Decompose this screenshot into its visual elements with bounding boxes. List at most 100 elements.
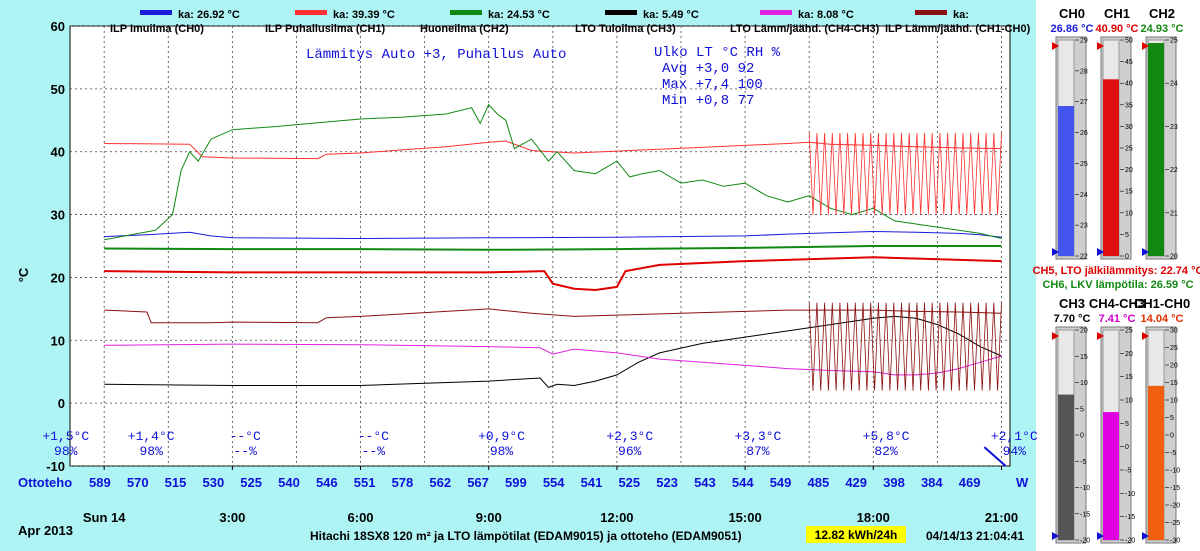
gauge-min-marker [1052,532,1059,540]
series-group [104,103,1002,391]
legend-ka: ka: [953,9,969,21]
gauge-tick-label: 27 [1080,99,1088,106]
gauge-tick-label: 25 [1125,328,1133,335]
ottoteho-value: 543 [694,475,716,490]
gauge-tick-label: 10 [1080,380,1088,387]
legend-label: LTO Lämm/jäähd. (CH4-CH3) [730,23,880,35]
ch1-oscillation [808,132,1002,215]
series-line-5 [104,315,1002,388]
gauge-tick-label: -20 [1170,503,1180,510]
gauge-tick-label: 23 [1080,223,1088,230]
gauge-tick-label: 15 [1125,189,1133,196]
weather-rh: 98% [54,444,78,459]
gauge-tick-label: 28 [1080,68,1088,75]
status-text: Lämmitys Auto +3, Puhallus Auto [306,47,566,63]
ottoteho-value: 549 [770,475,792,490]
ottoteho-value: 578 [392,475,414,490]
series-line-0 [104,230,1002,240]
gauge-title: CH0 [1059,6,1085,21]
gauge-tick-label: 10 [1125,398,1133,405]
gauge-tick-label: -15 [1125,514,1135,521]
x-tick-label: 21:00 [985,510,1018,525]
gauge-tick-label: 24 [1170,81,1178,88]
gauge-tick-label: 23 [1170,124,1178,131]
footer-title: Hitachi 18SX8 120 m² ja LTO lämpötilat (… [310,529,742,543]
gauge-tick-label: 25 [1080,161,1088,168]
legend-ka: ka: 5.49 °C [643,9,699,21]
gauge-tick-label: 20 [1125,351,1133,358]
y-tick-label: 40 [51,145,65,160]
outdoor-header: Ulko LT °C RH % [654,45,781,61]
weather-temp: +2,1°C [991,429,1038,444]
gauge-tick-label: -10 [1170,468,1180,475]
ottoteho-value: 541 [581,475,603,490]
gauge-tick-label: -5 [1080,459,1086,466]
series-line-4 [104,256,1002,292]
legend: ka: 26.92 °C ILP Imuilma (CH0) ka: 39.39 °… [110,9,1031,35]
gauge-title: CH1-CH0 [1134,296,1190,311]
gauge-tick-label: 35 [1125,102,1133,109]
x-tick-label: 6:00 [348,510,374,525]
gauge-max-marker [1142,42,1149,50]
ottoteho-value: 523 [656,475,678,490]
ottoteho-value: 554 [543,475,565,490]
x-tick-label: 3:00 [219,510,245,525]
y-tick-label: -10 [46,459,65,474]
gauge-tick-label: 5 [1125,232,1129,239]
ch6-readout: CH6, LKV lämpötila: 26.59 °C [1042,279,1193,291]
gauge-tick-label: 45 [1125,59,1133,66]
ottoteho-value: 570 [127,475,149,490]
y-tick-label: 0 [58,396,65,411]
gauge-max-marker [1097,332,1104,340]
outdoor-avg: Avg +3,0 92 [662,61,754,77]
gauge-max-marker [1097,42,1104,50]
x-tick-label: 12:00 [600,510,633,525]
gauge-min-marker [1052,248,1059,256]
gauge-tick-label: 26 [1080,130,1088,137]
gauge-tick-label: 25 [1170,38,1178,45]
y-tick-label: 10 [51,333,65,348]
gauge-tick-label: -30 [1170,538,1180,545]
weather-temp: +0,9°C [478,429,525,444]
annotation-box: Lämmitys Auto +3, Puhallus Auto Ulko LT … [306,45,781,109]
gauge-tick-label: 40 [1125,81,1133,88]
gauge-tick-label: 15 [1125,374,1133,381]
gauge-tick-label: -5 [1170,450,1176,457]
series-line-6 [104,343,1002,376]
gauge-fill [1058,394,1074,540]
gauge-tick-label: 20 [1170,254,1178,261]
series-line-1 [104,140,1002,160]
gauge-tick-label: -20 [1125,538,1135,545]
weather-rh: 87% [746,444,770,459]
series-line-3 [104,245,1002,251]
gauge-value: 7.41 °C [1099,313,1136,325]
weather-temp: +1,4°C [128,429,175,444]
gauge-tick-label: 24 [1080,192,1088,199]
gauge-min-marker [1097,532,1104,540]
gauge-tick-label: -15 [1080,511,1090,518]
gauge-title: CH3 [1059,296,1085,311]
ottoteho-value: 551 [354,475,376,490]
weather-temp: +1,5°C [42,429,89,444]
legend-swatch [915,10,947,15]
gauge-tick-label: -20 [1080,538,1090,545]
gauge-tick-label: 20 [1125,167,1133,174]
x-axis: Sun 14 3:00 6:00 9:00 12:00 15:00 18:00 21:00 [83,466,1018,525]
ottoteho-value: 589 [89,475,111,490]
legend-swatch [295,10,327,15]
gauge-value: 7.70 °C [1054,313,1091,325]
ottoteho-value: 567 [467,475,489,490]
gauge-value: 26.86 °C [1051,23,1094,35]
gauge-tick-label: 5 [1125,421,1129,428]
gauge-tick-label: -15 [1170,485,1180,492]
gauge-min-marker [1142,248,1149,256]
ottoteho-value: 546 [316,475,338,490]
weather-readings: +1,5°C98%+1,4°C98%--°C--%--°C--%+0,9°C98… [42,429,1038,467]
gauge-tick-label: 30 [1125,124,1133,131]
footer: Hitachi 18SX8 120 m² ja LTO lämpötilat (… [310,526,1024,543]
gauge-max-marker [1142,332,1149,340]
gauge-value: 40.90 °C [1096,23,1139,35]
gauge-tick-label: 20 [1170,363,1178,370]
legend-ka: ka: 26.92 °C [178,9,240,21]
